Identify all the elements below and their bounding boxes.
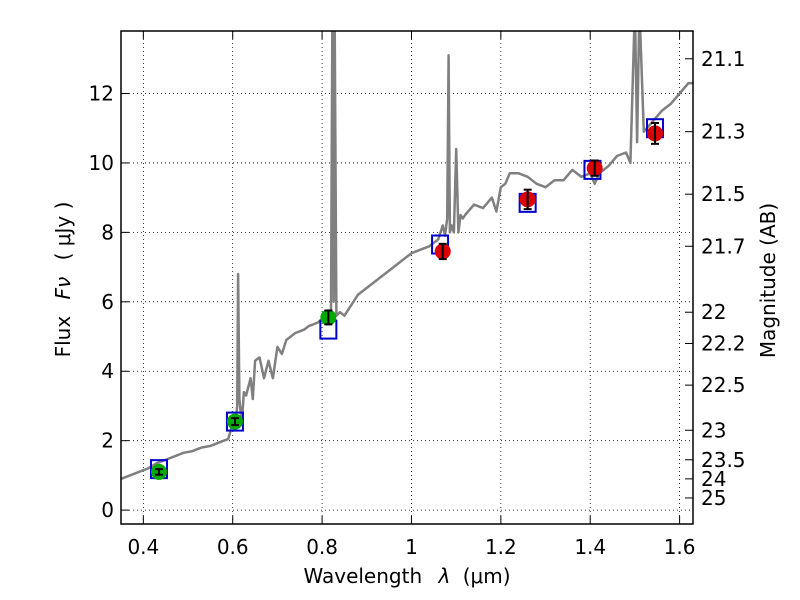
y-axis-unit: ( μJy ) bbox=[51, 202, 75, 261]
plot-area bbox=[121, 31, 693, 481]
right-tick-label: 22.5 bbox=[701, 373, 746, 397]
x-axis-unit: (μm) bbox=[463, 564, 511, 588]
right-tick-label: 25 bbox=[701, 486, 726, 510]
y-axis-label: Flux bbox=[51, 316, 75, 358]
right-tick-label: 23.5 bbox=[701, 448, 746, 472]
x-tick-label: 0.6 bbox=[217, 535, 249, 559]
x-tick-label: 1.6 bbox=[664, 535, 696, 559]
right-tick-label: 22.2 bbox=[701, 331, 746, 355]
x-tick-label: 0.4 bbox=[127, 535, 159, 559]
model-spectrum-line bbox=[121, 31, 693, 481]
x-tick-label: 1.4 bbox=[574, 535, 606, 559]
y-tick-label: 0 bbox=[101, 498, 114, 522]
x-axis-title: Wavelength λ (μm) bbox=[303, 564, 510, 588]
right-tick-label: 23 bbox=[701, 418, 726, 442]
right-tick-label: 24 bbox=[701, 467, 726, 491]
right-tick-label: 21.1 bbox=[701, 47, 746, 71]
axes-frame bbox=[120, 30, 694, 525]
x-tick-label: 1 bbox=[405, 535, 418, 559]
y-axis-symbol: Fν bbox=[51, 277, 75, 300]
y-axis-title: Flux Fν ( μJy ) bbox=[51, 202, 75, 358]
x-axis-label: Wavelength bbox=[303, 564, 422, 588]
x-tick-label: 0.8 bbox=[306, 535, 338, 559]
y-tick-label: 2 bbox=[101, 429, 114, 453]
right-tick-label: 22 bbox=[701, 300, 726, 324]
right-tick-label: 21.7 bbox=[701, 234, 746, 258]
right-tick-label: 21.3 bbox=[701, 120, 746, 144]
y-tick-label: 10 bbox=[89, 151, 114, 175]
axis-ticks: 0.4 0.6 0.8 1 1.2 1.4 1.602468101221.121.321.5… bbox=[89, 31, 746, 559]
y-tick-label: 8 bbox=[101, 220, 114, 244]
grid-lines bbox=[121, 31, 693, 524]
y-tick-label: 6 bbox=[101, 290, 114, 314]
y-tick-label: 4 bbox=[101, 359, 114, 383]
x-tick-label: 1.2 bbox=[485, 535, 517, 559]
right-tick-label: 21.5 bbox=[701, 182, 746, 206]
x-axis-symbol: λ bbox=[438, 564, 451, 588]
right-axis-title: Magnitude (AB) bbox=[756, 203, 780, 358]
y-tick-label: 12 bbox=[89, 81, 114, 105]
